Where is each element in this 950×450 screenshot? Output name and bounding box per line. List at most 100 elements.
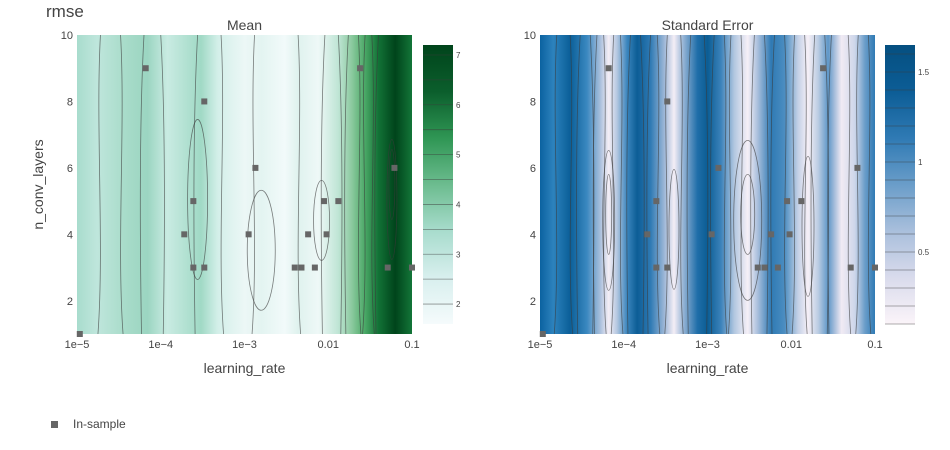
in-sample-marker[interactable]: [774, 264, 781, 271]
x-tick-label: 1e−3: [695, 339, 720, 351]
in-sample-marker[interactable]: [252, 164, 259, 171]
contour-line: [686, 34, 692, 335]
in-sample-marker[interactable]: [245, 231, 252, 238]
in-sample-marker[interactable]: [357, 65, 364, 72]
in-sample-marker[interactable]: [872, 264, 878, 271]
x-tick-label: 1e−5: [528, 339, 553, 351]
contour-line: [680, 34, 684, 335]
in-sample-marker[interactable]: [201, 98, 208, 105]
in-sample-marker[interactable]: [847, 264, 854, 271]
in-sample-marker[interactable]: [653, 198, 660, 205]
contour-loop: [740, 173, 756, 255]
in-sample-marker[interactable]: [190, 198, 197, 205]
in-sample-markers: [76, 65, 415, 337]
in-sample-marker[interactable]: [190, 264, 197, 271]
in-sample-marker[interactable]: [305, 231, 312, 238]
in-sample-marker[interactable]: [786, 231, 793, 238]
in-sample-marker[interactable]: [820, 65, 827, 72]
contour-line: [867, 34, 872, 335]
contour-line: [160, 34, 165, 335]
panel-title: Standard Error: [662, 17, 754, 33]
legend[interactable]: In-sample: [48, 414, 126, 434]
y-tick-label: 10: [61, 30, 73, 42]
contour-loop: [187, 119, 209, 280]
y-tick-label: 4: [530, 229, 536, 241]
in-sample-marker[interactable]: [854, 164, 861, 171]
contour-line: [703, 34, 709, 335]
figure-title: rmse: [46, 2, 84, 21]
x-tick-label: 1e−5: [65, 339, 90, 351]
x-tick-label: 0.1: [867, 339, 882, 351]
y-tick-label: 2: [67, 296, 73, 308]
y-tick-label: 8: [530, 96, 536, 108]
in-sample-marker[interactable]: [761, 264, 768, 271]
in-sample-marker[interactable]: [291, 264, 298, 271]
contour-line: [810, 34, 816, 335]
colorbar-tick-label: 7: [456, 51, 461, 60]
contour-line: [640, 34, 645, 335]
contour-loop: [668, 168, 680, 290]
y-tick-label: 2: [530, 296, 536, 308]
in-sample-marker[interactable]: [644, 231, 651, 238]
y-tick-label: 8: [67, 96, 73, 108]
contour-line: [193, 34, 198, 335]
contour-line: [656, 34, 661, 335]
colorbar-tick-label: 0.5: [918, 248, 930, 257]
in-sample-markers: [539, 65, 878, 337]
y-tick-label: 6: [530, 163, 536, 175]
in-sample-marker[interactable]: [298, 264, 305, 271]
in-sample-marker[interactable]: [142, 65, 149, 72]
in-sample-marker[interactable]: [409, 264, 415, 271]
in-sample-marker[interactable]: [784, 198, 791, 205]
contour-line: [374, 34, 379, 335]
contour-line: [320, 34, 326, 335]
contour-line: [646, 34, 651, 335]
contour-line: [770, 34, 775, 335]
in-sample-marker[interactable]: [321, 198, 328, 205]
colorbar-gradient: [423, 45, 453, 324]
contour-line: [344, 34, 349, 335]
contour-line: [610, 34, 615, 335]
in-sample-marker[interactable]: [653, 264, 660, 271]
contour-lines: [553, 34, 872, 335]
in-sample-marker[interactable]: [798, 198, 805, 205]
in-sample-marker[interactable]: [715, 164, 722, 171]
contour-line: [592, 34, 598, 335]
in-sample-marker[interactable]: [311, 264, 318, 271]
in-sample-marker[interactable]: [768, 231, 775, 238]
contour-loop: [733, 139, 763, 301]
contour-line: [664, 34, 668, 335]
contour-line: [827, 34, 832, 335]
in-sample-marker[interactable]: [664, 98, 671, 105]
in-sample-marker[interactable]: [754, 264, 761, 271]
in-sample-marker[interactable]: [323, 231, 330, 238]
colorbar: 0.5 1 1.5: [885, 45, 930, 325]
colorbar-tick-label: 1.5: [918, 68, 930, 77]
in-sample-marker[interactable]: [201, 264, 208, 271]
contour-line: [220, 34, 224, 335]
in-sample-marker[interactable]: [605, 65, 612, 72]
in-sample-marker[interactable]: [539, 331, 546, 337]
in-sample-marker[interactable]: [76, 331, 83, 337]
in-sample-marker[interactable]: [708, 231, 715, 238]
x-tick-label: 0.1: [404, 339, 419, 351]
x-axis-label: learning_rate: [667, 360, 749, 376]
in-sample-marker[interactable]: [391, 164, 398, 171]
contour-line: [710, 34, 715, 335]
in-sample-marker[interactable]: [335, 198, 342, 205]
contour-line: [362, 34, 366, 335]
in-sample-marker[interactable]: [384, 264, 391, 271]
contour-line: [589, 34, 595, 335]
colorbar-tick-label: 2: [456, 300, 461, 309]
x-tick-label: 1e−4: [148, 339, 173, 351]
contour-line: [97, 34, 101, 335]
contour-line: [723, 34, 728, 335]
in-sample-marker[interactable]: [664, 264, 671, 271]
colorbar-tick-label: 4: [456, 200, 461, 209]
contour-loop: [386, 139, 398, 260]
in-sample-marker[interactable]: [181, 231, 188, 238]
contour-line: [855, 34, 859, 335]
contour-line: [603, 34, 607, 335]
y-axis-label: n_conv_layers: [30, 139, 46, 229]
